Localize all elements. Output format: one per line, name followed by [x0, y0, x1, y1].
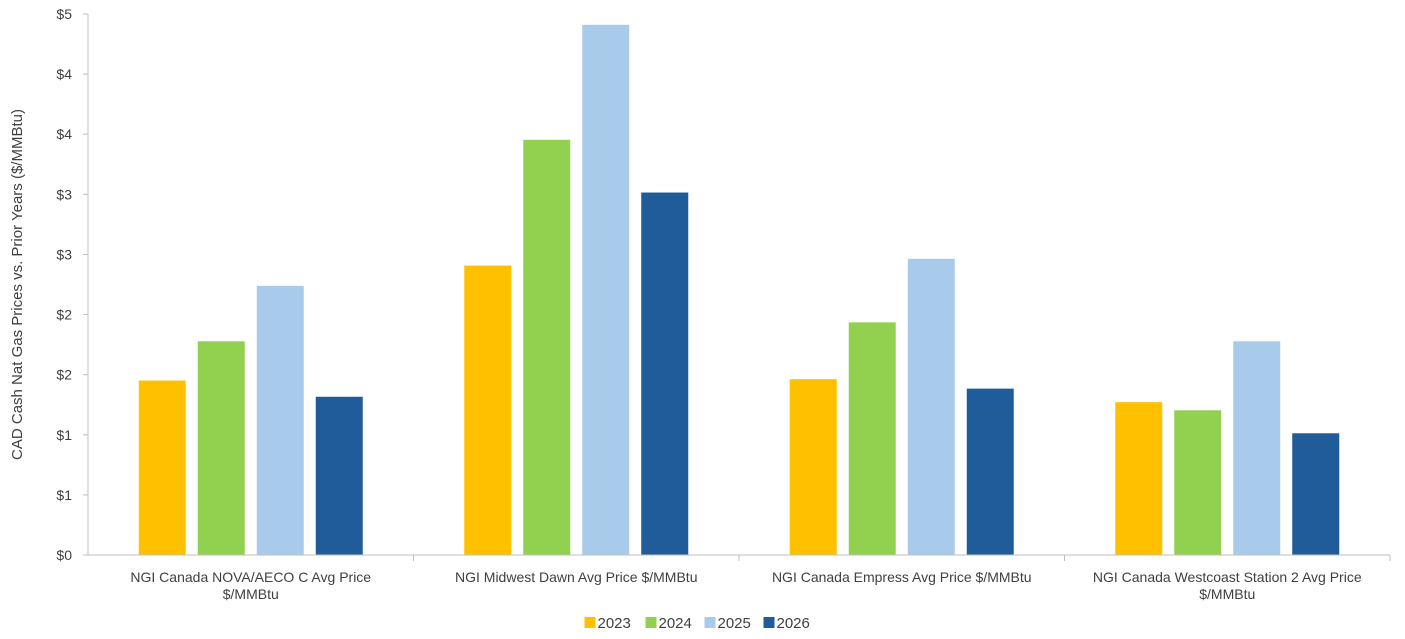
legend-label-2023: 2023: [598, 615, 631, 632]
legend-label-2025: 2025: [718, 615, 751, 632]
legend-swatch-2024: [645, 617, 657, 628]
legend-swatch-2026: [763, 617, 775, 628]
legend-swatch-2023: [584, 617, 596, 628]
y-tick-label: $4: [56, 66, 72, 82]
bar-2025-3: [907, 258, 955, 555]
y-tick-label: $3: [56, 186, 72, 202]
bar-2025-4: [1233, 341, 1281, 555]
bar-2026-2: [641, 192, 689, 555]
legend-label-2026: 2026: [777, 615, 810, 632]
bar-2024-3: [848, 322, 896, 555]
legend: 2023 2024 2025 2026: [584, 615, 810, 632]
category-labels: NGI Canada NOVA/AECO C Avg Price $/MMBtu N…: [130, 569, 1361, 602]
bar-2026-3: [966, 388, 1014, 555]
y-axis-title: CAD Cash Nat Gas Prices vs. Prior Years …: [9, 109, 26, 460]
x-category-label: NGI Canada NOVA/AECO C Avg Price $/MMBtu: [130, 569, 371, 602]
y-tick-label: $5: [56, 6, 72, 22]
x-category-label: NGI Canada Empress Avg Price $/MMBtu: [772, 569, 1032, 585]
bar-2023-1: [138, 380, 186, 555]
y-tick-label: $3: [56, 246, 72, 262]
axes: [87, 14, 1391, 561]
y-tick-label: $4: [56, 126, 72, 142]
x-category-label: NGI Canada Westcoast Station 2 Avg Price…: [1093, 569, 1362, 602]
y-tick-label: $0: [56, 547, 72, 563]
y-tick-label: $2: [56, 367, 72, 383]
y-tick-label: $1: [56, 487, 72, 503]
bars: [138, 24, 1340, 555]
y-tick-label: $2: [56, 307, 72, 323]
legend-label-2024: 2024: [659, 615, 692, 632]
bar-2024-4: [1174, 410, 1222, 555]
bar-2023-2: [464, 265, 512, 555]
y-axis-ticks: $0 $1 $1 $2 $2 $3 $3 $4 $4 $5: [56, 6, 88, 563]
bar-2026-4: [1292, 433, 1340, 555]
y-tick-label: $1: [56, 427, 72, 443]
bar-2023-3: [789, 379, 837, 555]
bar-2026-1: [315, 396, 363, 555]
bar-2024-2: [523, 139, 571, 555]
bar-2025-2: [582, 24, 630, 555]
legend-swatch-2025: [704, 617, 716, 628]
x-category-label: NGI Midwest Dawn Avg Price $/MMBtu: [455, 569, 697, 585]
bar-2024-1: [197, 341, 245, 555]
bar-2023-4: [1115, 402, 1163, 555]
bar-2025-1: [256, 285, 304, 555]
y-axis-title-group: CAD Cash Nat Gas Prices vs. Prior Years …: [9, 109, 26, 460]
